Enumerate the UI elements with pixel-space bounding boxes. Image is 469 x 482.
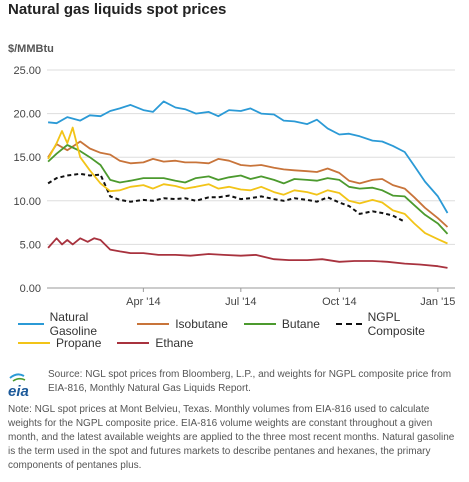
line-chart: 0.00 5.00 10.00 15.00 20.00 25.00 Apr '14 Jul … [13, 65, 455, 308]
legend-swatch [137, 322, 170, 325]
legend-item: Ethane [117, 336, 193, 350]
series-line-propane [47, 126, 448, 245]
chart-title: Natural gas liquids spot prices [8, 1, 227, 18]
legend-swatch [18, 341, 50, 344]
x-tick-label: Jul '14 [225, 296, 256, 308]
series-line-ethane [47, 237, 448, 269]
eia-logo-text: eia [8, 383, 29, 400]
x-tick-label: Apr '14 [126, 296, 161, 308]
legend-item: Isobutane [137, 317, 228, 331]
series-line-butane [47, 144, 449, 235]
y-tick-label: 0.00 [20, 283, 41, 295]
series-line-natural-gasoline [48, 100, 449, 214]
series-line-ngpl-composite [47, 172, 406, 223]
legend-item: Natural Gasoline [18, 310, 121, 338]
y-tick-label: 20.00 [13, 109, 41, 121]
y-tick-label: 5.00 [20, 239, 41, 251]
x-tick-label: Jan '15 [420, 296, 455, 308]
legend-item: Butane [243, 316, 320, 331]
legend-swatch [18, 322, 44, 325]
legend-label: NGPL Composite [367, 309, 425, 338]
legend-item: Propane [18, 336, 101, 350]
eia-logo: eia [8, 373, 29, 400]
legend-label: Ethane [155, 335, 194, 350]
y-tick-label: 25.00 [13, 65, 41, 77]
chart-legend: Natural Gasoline Isobutane Butane NGPL Comp… [18, 310, 458, 352]
legend-swatch [117, 341, 150, 344]
legend-swatch [335, 322, 362, 325]
legend-label: Natural Gasoline [49, 309, 97, 338]
legend-item: NGPL Composite [335, 309, 442, 338]
series-line-isobutane [47, 140, 449, 228]
x-tick-label: Oct '14 [322, 296, 357, 308]
legend-label: Butane [281, 316, 320, 331]
note-text: Note: NGL spot prices at Mont Belvieu, T… [8, 404, 455, 471]
legend-swatch [243, 322, 276, 325]
y-axis-unit-label: $/MMBtu [8, 43, 54, 55]
source-text: Source: NGL spot prices from Bloomberg, … [48, 369, 452, 394]
y-tick-label: 10.00 [13, 196, 41, 208]
legend-label: Propane [56, 335, 102, 350]
y-tick-label: 15.00 [13, 152, 41, 164]
legend-label: Isobutane [175, 316, 228, 331]
